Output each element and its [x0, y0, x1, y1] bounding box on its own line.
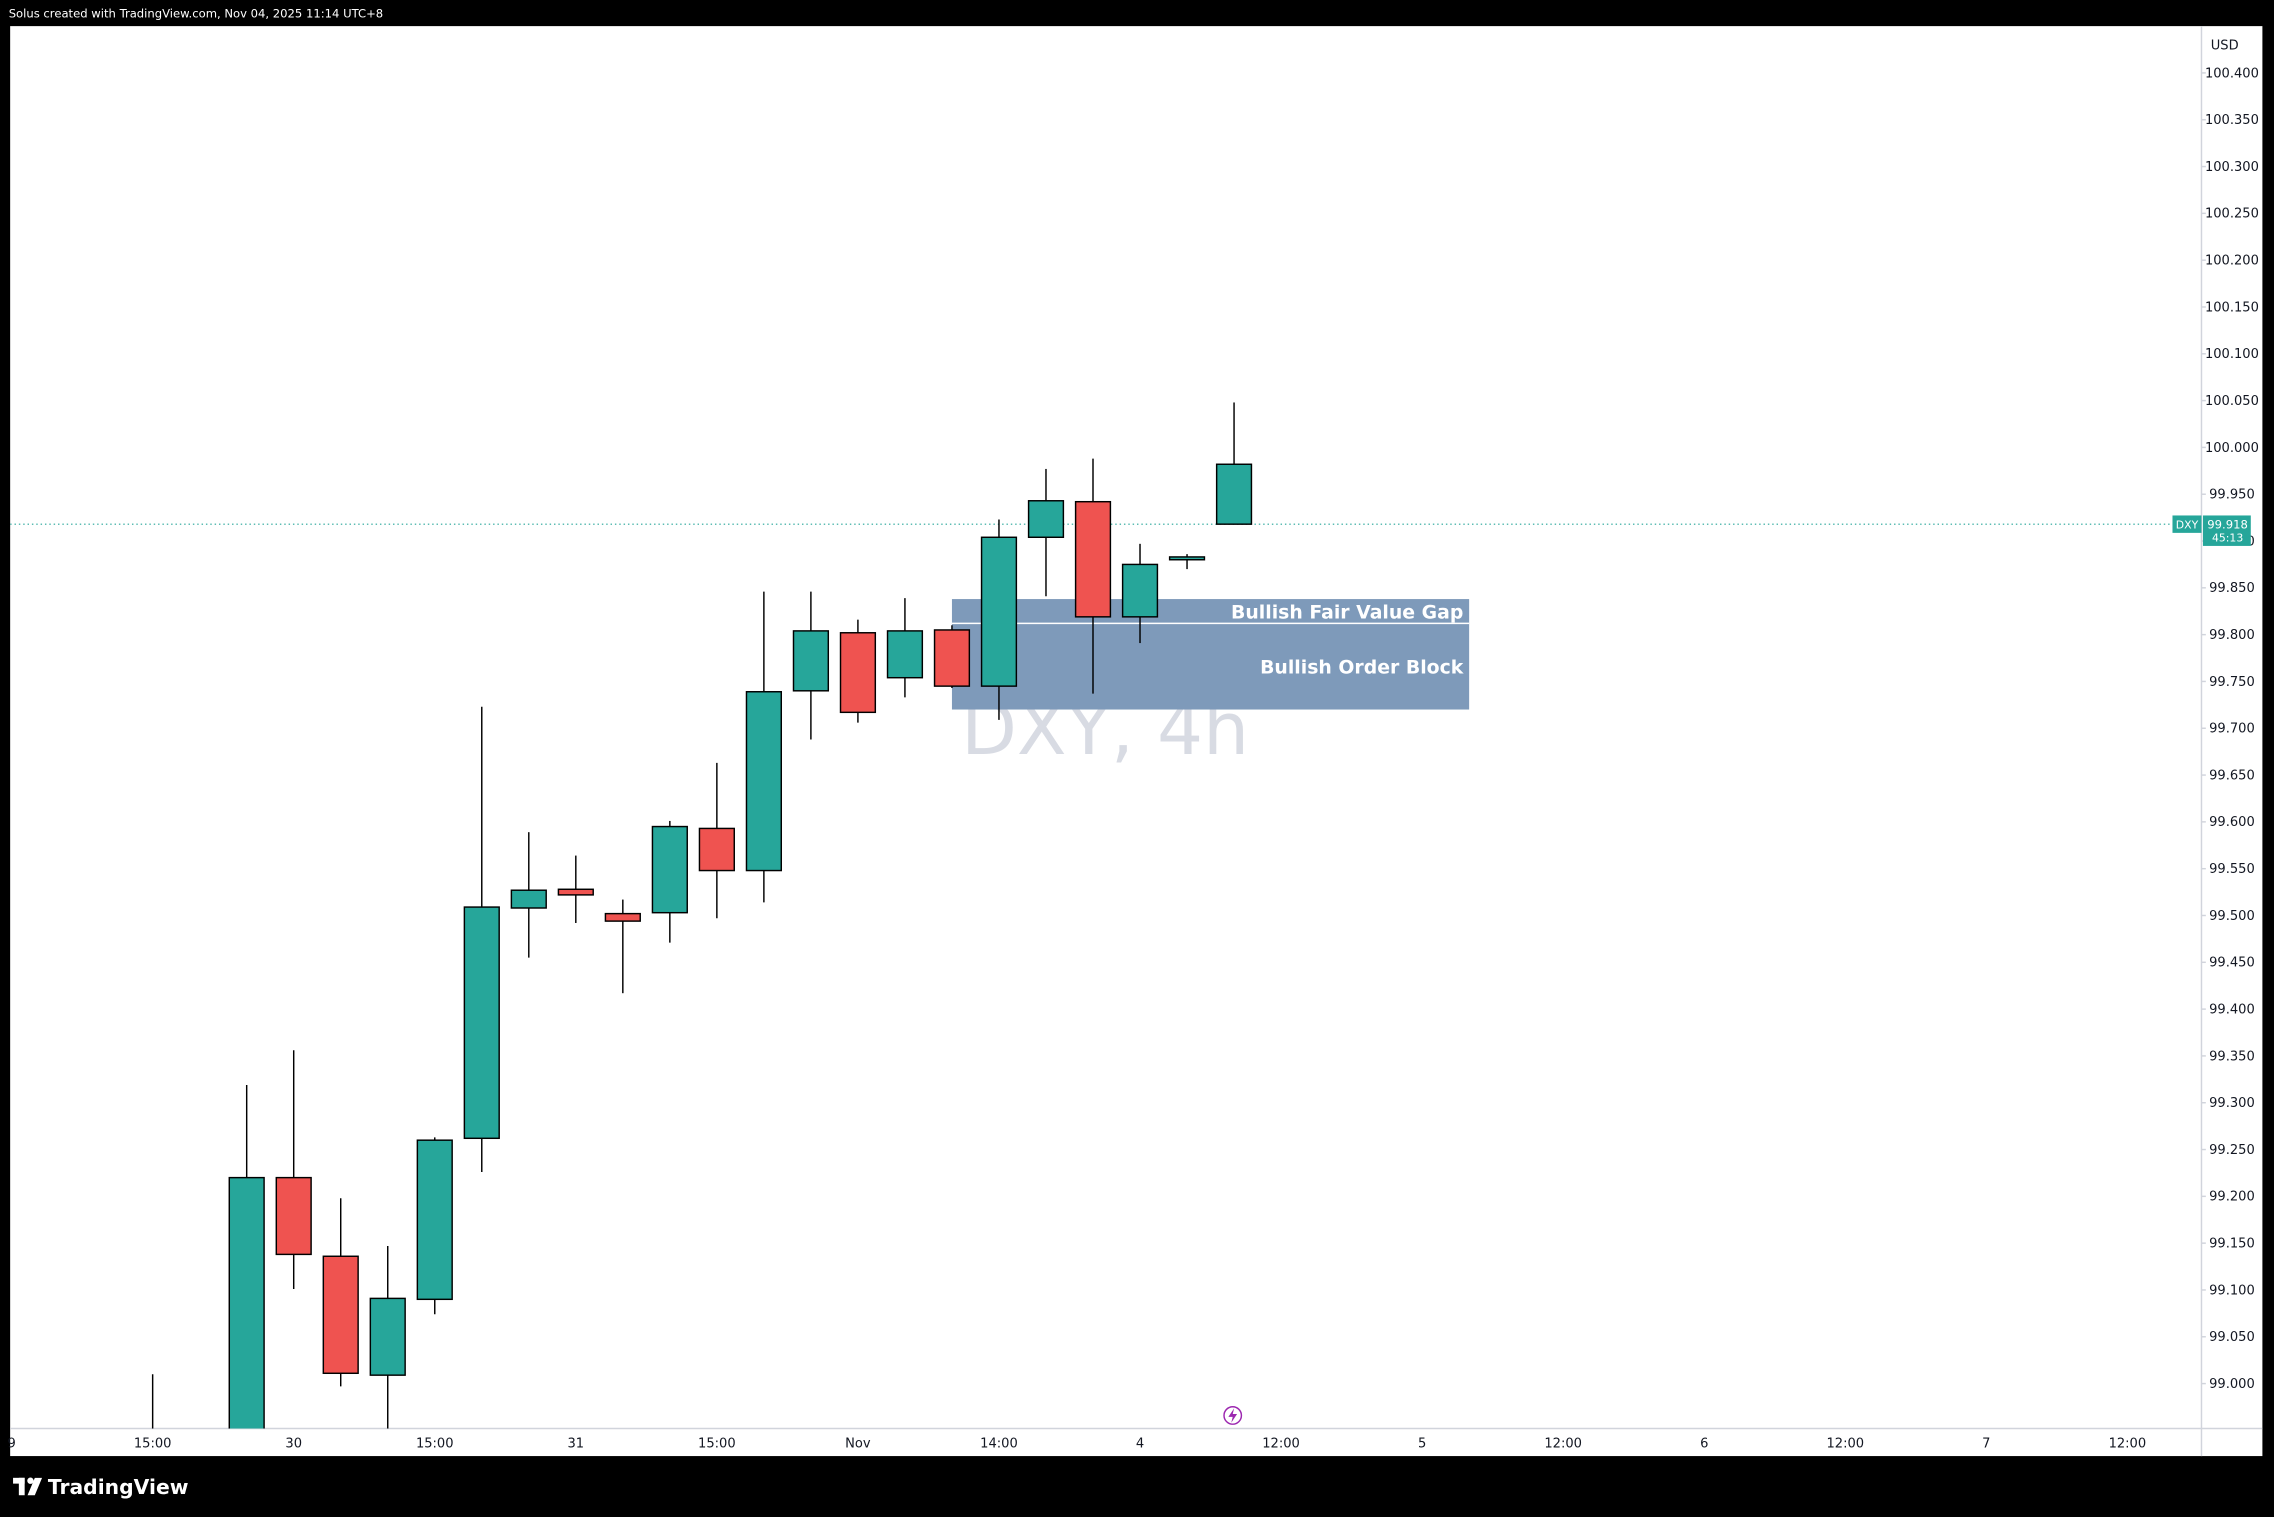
candle-body	[510, 889, 547, 909]
x-tick-label: 12:00	[1544, 1436, 1582, 1451]
event-bolt	[1228, 1408, 1238, 1423]
y-tick-label: 99.500	[2209, 909, 2255, 924]
y-tick-label: 100.250	[2205, 207, 2259, 222]
y-tick-label: 99.200	[2209, 1190, 2255, 1205]
y-tick-label: 99.400	[2209, 1002, 2255, 1017]
y-tick-label: 99.550	[2209, 862, 2255, 877]
x-tick-label: 15:00	[416, 1436, 454, 1451]
candle-body	[416, 1139, 453, 1301]
y-tick-label: 99.000	[2209, 1377, 2255, 1392]
candle-body	[463, 906, 500, 1140]
candle-body	[1027, 500, 1065, 539]
logo-text: TradingView	[48, 1475, 189, 1499]
x-tick-label: 15:00	[134, 1436, 172, 1451]
candle-body	[886, 630, 924, 679]
y-tick-label: 99.150	[2209, 1237, 2255, 1252]
y-tick-label: 99.050	[2209, 1330, 2255, 1345]
candle-body	[228, 1176, 265, 1429]
x-tick-label: 14:00	[980, 1436, 1018, 1451]
candle-body	[1215, 463, 1253, 525]
candle-body	[698, 827, 735, 872]
chart-area	[10, 26, 2263, 1457]
candle-body	[1121, 563, 1159, 618]
logo-dot	[27, 1477, 34, 1484]
candle-body	[1168, 556, 1206, 561]
symbol-tag	[2172, 515, 2202, 533]
candle-body	[651, 825, 688, 914]
y-tick-label: 99.300	[2209, 1096, 2255, 1111]
candle-body	[839, 632, 877, 714]
candle-body	[745, 691, 783, 872]
x-tick-label: 4	[1136, 1436, 1144, 1451]
x-tick-label: 30	[285, 1436, 302, 1451]
plot: Bullish Fair Value Gap Bullish Order Bloc…	[10, 402, 2202, 1429]
y-tick-label: 99.650	[2209, 768, 2255, 783]
price-tag	[2202, 515, 2251, 546]
x-tick-label: 12:00	[2109, 1436, 2147, 1451]
y-tick-label: 99.800	[2209, 628, 2255, 643]
candle-body	[792, 630, 830, 692]
price-label: 99.918	[2207, 518, 2248, 532]
y-tick-label: 100.350	[2205, 113, 2259, 128]
logo: TradingView	[13, 1475, 189, 1499]
y-tick-label: 100.000	[2205, 441, 2259, 456]
y-tick-label: 99.750	[2209, 675, 2255, 690]
x-tick-label: 31	[568, 1436, 585, 1451]
y-tick-label: 100.400	[2205, 66, 2259, 81]
y-tick-label: 99.250	[2209, 1143, 2255, 1158]
x-tick-label: 15:00	[698, 1436, 736, 1451]
y-tick-label: 100.200	[2205, 254, 2259, 269]
x-tick-label: Nov	[845, 1436, 871, 1451]
y-tick-label: 100.100	[2205, 347, 2259, 362]
x-tick-label: 12:00	[1262, 1436, 1300, 1451]
header: Solus created with TradingView.com, Nov …	[9, 6, 383, 20]
currency: USD	[2211, 38, 2239, 53]
logo-slash	[27, 1477, 43, 1496]
candle-body	[275, 1176, 312, 1256]
x-tick-label: 12:00	[1826, 1436, 1864, 1451]
x-tick-label: 9	[7, 1436, 15, 1451]
countdown-label: 45:13	[2212, 532, 2243, 545]
zone-label: Bullish Fair Value Gap	[1231, 602, 1463, 623]
x-tick-label: 6	[1700, 1436, 1708, 1451]
candle-body	[933, 629, 971, 687]
y-tick-label: 99.850	[2209, 581, 2255, 596]
y-tick-label: 99.100	[2209, 1283, 2255, 1298]
logo-stem	[18, 1477, 25, 1496]
x-tick-label: 5	[1418, 1436, 1426, 1451]
zone	[951, 599, 1470, 624]
x-tick-label: 7	[1982, 1436, 1990, 1451]
candle-body	[980, 536, 1018, 687]
y-tick-label: 99.600	[2209, 815, 2255, 830]
symbol-label: DXY	[2176, 519, 2199, 532]
event-icon	[1223, 1406, 1243, 1425]
y-tick-label: 99.450	[2209, 956, 2255, 971]
y-tick-label: 99.350	[2209, 1049, 2255, 1064]
candle-body	[1074, 500, 1112, 618]
candle-body	[322, 1255, 359, 1375]
y-tick-label: 99.700	[2209, 722, 2255, 737]
y-tick-label: 99.950	[2209, 488, 2255, 503]
candle-body	[557, 888, 594, 896]
y-tick-label: 100.300	[2205, 160, 2259, 175]
zone-label: Bullish Order Block	[1260, 658, 1464, 679]
candle-body	[604, 912, 641, 922]
zone	[951, 623, 1470, 710]
y-tick-label: 100.150	[2205, 300, 2259, 315]
y-tick-label: 100.050	[2205, 394, 2259, 409]
candle-body	[369, 1297, 406, 1376]
